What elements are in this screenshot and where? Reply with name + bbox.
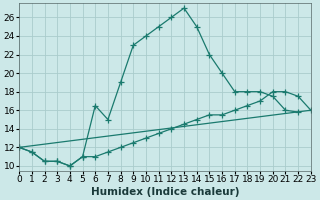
X-axis label: Humidex (Indice chaleur): Humidex (Indice chaleur)	[91, 187, 239, 197]
